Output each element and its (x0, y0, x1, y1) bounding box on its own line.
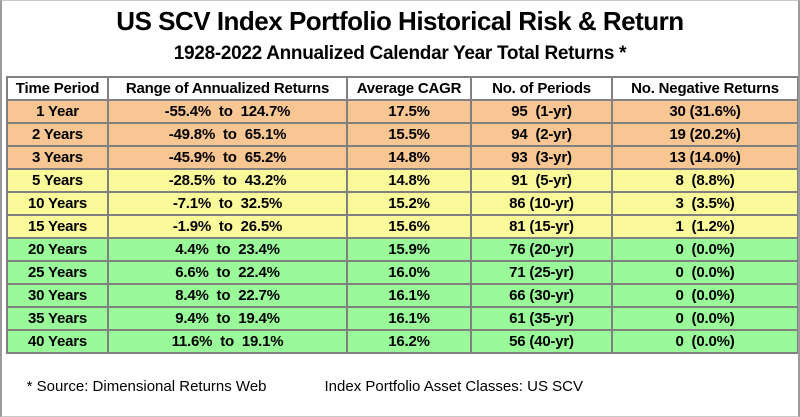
table-row: 2 Years -49.8% to 65.1% 15.5% 94 (2-yr) 19 (… (6, 122, 798, 147)
cell-negative: 8 (8.8%) (611, 168, 798, 193)
footer: * Source: Dimensional Returns Web Index P… (10, 361, 798, 412)
cell-cagr: 14.8% (346, 168, 472, 193)
table-header-row: Time Period Range of Annualized Returns … (6, 76, 798, 101)
table-row: 20 Years 4.4% to 23.4% 15.9% 76 (20-yr) 0 (0… (6, 237, 798, 262)
table-row: 40 Years 11.6% to 19.1% 16.2% 56 (40-yr) 0 (… (6, 329, 798, 354)
cell-period: 10 Years (6, 191, 109, 216)
cell-periods: 61 (35-yr) (470, 306, 613, 331)
cell-period: 35 Years (6, 306, 109, 331)
cell-cagr: 16.1% (346, 283, 472, 308)
cell-period: 30 Years (6, 283, 109, 308)
header-no-negative-returns: No. Negative Returns (611, 76, 798, 101)
table-row: 10 Years -7.1% to 32.5% 15.2% 86 (10-yr) 3 (… (6, 191, 798, 216)
cell-cagr: 16.0% (346, 260, 472, 285)
header-no-of-periods: No. of Periods (470, 76, 613, 101)
cell-cagr: 15.9% (346, 237, 472, 262)
header-time-period: Time Period (6, 76, 109, 101)
table-body: 1 Year -55.4% to 124.7% 17.5% 95 (1-yr) 30 (… (6, 99, 798, 354)
table-row: 30 Years 8.4% to 22.7% 16.1% 66 (30-yr) 0 (0… (6, 283, 798, 308)
page-title: US SCV Index Portfolio Historical Risk &… (116, 6, 684, 36)
cell-range: 4.4% to 23.4% (107, 237, 348, 262)
cell-period: 20 Years (6, 237, 109, 262)
cell-negative: 30 (31.6%) (611, 99, 798, 124)
table-row: 35 Years 9.4% to 19.4% 16.1% 61 (35-yr) 0 (0… (6, 306, 798, 331)
cell-periods: 93 (3-yr) (470, 145, 613, 170)
cell-range: -1.9% to 26.5% (107, 214, 348, 239)
asset-classes-note: Index Portfolio Asset Classes: US SCV (324, 378, 583, 395)
cell-negative: 0 (0.0%) (611, 329, 798, 354)
cell-range: 6.6% to 22.4% (107, 260, 348, 285)
cell-negative: 13 (14.0%) (611, 145, 798, 170)
cell-periods: 95 (1-yr) (470, 99, 613, 124)
cell-negative: 3 (3.5%) (611, 191, 798, 216)
cell-period: 25 Years (6, 260, 109, 285)
cell-cagr: 15.6% (346, 214, 472, 239)
table-row: 15 Years -1.9% to 26.5% 15.6% 81 (15-yr) 1 (… (6, 214, 798, 239)
risk-return-table: Time Period Range of Annualized Returns … (6, 76, 798, 354)
cell-cagr: 17.5% (346, 99, 472, 124)
cell-range: 11.6% to 19.1% (107, 329, 348, 354)
cell-cagr: 16.1% (346, 306, 472, 331)
cell-period: 1 Year (6, 99, 109, 124)
cell-periods: 71 (25-yr) (470, 260, 613, 285)
cell-negative: 0 (0.0%) (611, 260, 798, 285)
cell-range: -28.5% to 43.2% (107, 168, 348, 193)
cell-range: -7.1% to 32.5% (107, 191, 348, 216)
cell-periods: 56 (40-yr) (470, 329, 613, 354)
cell-range: -55.4% to 124.7% (107, 99, 348, 124)
table-row: 25 Years 6.6% to 22.4% 16.0% 71 (25-yr) 0 (0… (6, 260, 798, 285)
cell-periods: 76 (20-yr) (470, 237, 613, 262)
cell-periods: 81 (15-yr) (470, 214, 613, 239)
header-range-annualized-returns: Range of Annualized Returns (107, 76, 348, 101)
page-subtitle: 1928-2022 Annualized Calendar Year Total… (173, 43, 627, 64)
cell-negative: 0 (0.0%) (611, 237, 798, 262)
table-row: 5 Years -28.5% to 43.2% 14.8% 91 (5-yr) 8 (8… (6, 168, 798, 193)
cell-cagr: 14.8% (346, 145, 472, 170)
cell-negative: 1 (1.2%) (611, 214, 798, 239)
cell-negative: 19 (20.2%) (611, 122, 798, 147)
cell-range: -49.8% to 65.1% (107, 122, 348, 147)
cell-periods: 66 (30-yr) (470, 283, 613, 308)
header-average-cagr: Average CAGR (346, 76, 472, 101)
cell-periods: 86 (10-yr) (470, 191, 613, 216)
source-note: * Source: Dimensional Returns Web (26, 378, 267, 395)
cell-range: 8.4% to 22.7% (107, 283, 348, 308)
cell-periods: 91 (5-yr) (470, 168, 613, 193)
cell-negative: 0 (0.0%) (611, 283, 798, 308)
cell-period: 5 Years (6, 168, 109, 193)
cell-period: 15 Years (6, 214, 109, 239)
cell-range: -45.9% to 65.2% (107, 145, 348, 170)
cell-period: 40 Years (6, 329, 109, 354)
cell-cagr: 16.2% (346, 329, 472, 354)
cell-period: 2 Years (6, 122, 109, 147)
table-row: 3 Years -45.9% to 65.2% 14.8% 93 (3-yr) 13 (… (6, 145, 798, 170)
cell-range: 9.4% to 19.4% (107, 306, 348, 331)
table-row: 1 Year -55.4% to 124.7% 17.5% 95 (1-yr) 30 (… (6, 99, 798, 124)
cell-period: 3 Years (6, 145, 109, 170)
cell-negative: 0 (0.0%) (611, 306, 798, 331)
cell-periods: 94 (2-yr) (470, 122, 613, 147)
cell-cagr: 15.5% (346, 122, 472, 147)
cell-cagr: 15.2% (346, 191, 472, 216)
